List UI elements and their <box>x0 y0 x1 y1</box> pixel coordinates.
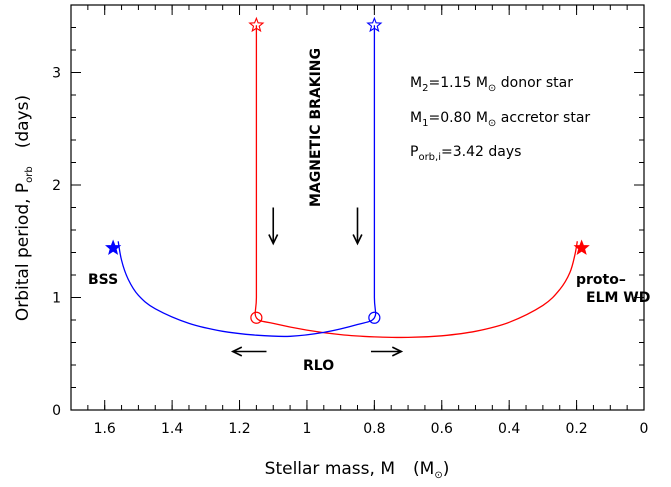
track-curve-2 <box>117 25 377 338</box>
x-axis-label: Stellar mass, M (M⊙) <box>265 459 450 481</box>
markers <box>105 16 590 324</box>
x-tick-label: 1 <box>302 421 311 437</box>
arrow-left-head <box>230 346 243 357</box>
y-axis: 0 1 2 3 <box>52 4 644 419</box>
info-accretor: M1=0.80 M⊙ accretor star <box>410 110 590 129</box>
y-axis-label: Orbital period, Porb(days) <box>13 95 35 321</box>
end-star <box>105 239 122 255</box>
x-tick-label: 0.4 <box>498 421 520 437</box>
proto-label-line2: ELM WD <box>586 290 650 306</box>
x-tick-label: 0.2 <box>565 421 587 437</box>
start-star <box>366 16 383 33</box>
rlo-onset-circle <box>368 311 381 324</box>
start-star <box>248 16 265 33</box>
proto-label-line1: proto– <box>576 272 626 288</box>
x-axis: 1.6 1.4 1.2 1 0.8 0.6 0.4 0.2 0 <box>70 5 649 437</box>
bss-label: BSS <box>88 272 118 288</box>
rlo-onset-circle <box>250 311 263 324</box>
info-period: Porb,i=3.42 days <box>410 144 521 163</box>
y-tick-label: 2 <box>52 178 61 194</box>
x-tick-label: 1.2 <box>228 421 250 437</box>
x-tick-label: 1.6 <box>94 421 116 437</box>
curves <box>117 25 578 339</box>
info-donor: M2=1.15 M⊙ donor star <box>410 75 573 94</box>
x-tick-label: 0.8 <box>363 421 385 437</box>
x-tick-label: 0 <box>640 421 649 437</box>
end-star <box>573 239 590 255</box>
x-tick-label: 0.6 <box>431 421 453 437</box>
arrow-down-head <box>268 234 279 246</box>
arrow-right-head <box>391 346 404 357</box>
x-tick-label: 1.4 <box>161 421 183 437</box>
rlo-label: RLO <box>303 358 334 374</box>
track-curve-1 <box>254 25 578 339</box>
y-tick-label: 0 <box>52 403 61 419</box>
y-tick-label: 1 <box>52 291 61 307</box>
arrow-down-head <box>352 234 363 246</box>
y-tick-label: 3 <box>52 66 61 82</box>
arrows <box>230 207 404 357</box>
magnetic-braking-label: MAGNETIC BRAKING <box>308 48 324 207</box>
